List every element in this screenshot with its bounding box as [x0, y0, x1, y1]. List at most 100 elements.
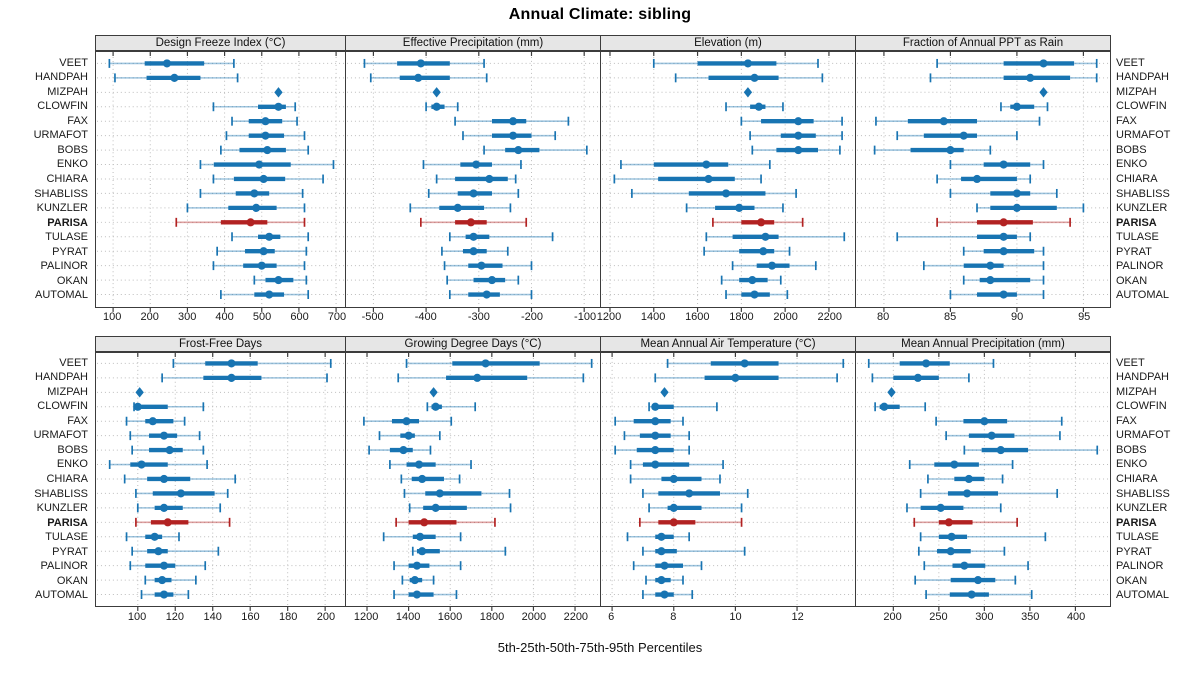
median-dot	[432, 102, 441, 111]
median-dot	[880, 402, 889, 411]
median-dot	[754, 102, 763, 111]
site-label-right-palinor: PALINOR	[1116, 560, 1164, 573]
median-dot	[944, 518, 953, 527]
x-axis-tick-label: 250	[929, 611, 948, 623]
median-dot	[261, 131, 270, 140]
site-label-left-pyrat: PYRAT	[52, 545, 88, 558]
x-axis-tick-label: 500	[252, 311, 272, 323]
strip-effective-precipitation: Effective Precipitation (mm)	[345, 35, 601, 51]
median-dot	[410, 576, 419, 585]
median-dot	[794, 146, 803, 155]
median-dot	[150, 532, 159, 541]
median-dot	[651, 460, 660, 469]
median-dot	[163, 518, 172, 527]
site-label-left-fax: FAX	[67, 414, 88, 427]
median-dot	[651, 417, 660, 426]
site-label-right-handpah: HANDPAH	[1116, 371, 1169, 384]
median-dot	[986, 261, 995, 270]
x-axis-tick-label: 200	[140, 311, 159, 323]
site-label-left-mizpah: MIZPAH	[47, 385, 88, 398]
median-dot	[913, 373, 922, 382]
site-label-right-urmafot: URMAFOT	[1116, 129, 1171, 142]
median-dot	[743, 59, 752, 68]
median-dot	[964, 474, 973, 484]
median-dot	[973, 576, 983, 585]
x-axis-tick-label: -200	[520, 311, 543, 323]
median-dot	[487, 276, 497, 285]
median-dot	[154, 547, 163, 556]
median-dot	[759, 247, 768, 256]
median-dot	[415, 532, 425, 541]
median-dot	[418, 474, 427, 484]
site-label-left-urmafot: URMAFOT	[33, 129, 88, 142]
site-label-left-okan: OKAN	[56, 574, 88, 587]
median-dot	[651, 446, 660, 455]
median-dot	[1012, 203, 1021, 212]
median-dot	[399, 446, 408, 455]
median-dot	[259, 247, 268, 256]
site-label-right-mizpah: MIZPAH	[1116, 85, 1157, 98]
x-axis-tick-label: 2200	[817, 311, 842, 323]
x-axis-tick-label: 600	[290, 311, 309, 323]
median-dot	[950, 460, 959, 469]
median-dot	[469, 189, 478, 198]
single-value-diamond	[1039, 87, 1048, 98]
median-dot	[469, 247, 478, 256]
chart-title: Annual Climate: sibling	[508, 6, 692, 23]
site-label-right-shabliss: SHABLISS	[1116, 187, 1170, 200]
x-axis-tick-label: -300	[467, 311, 490, 323]
median-dot	[1026, 73, 1035, 82]
x-axis-tick-label: 1200	[596, 311, 622, 323]
strip-frost-free-days: Frost-Free Days	[95, 336, 346, 352]
median-dot	[255, 160, 264, 169]
median-dot	[704, 174, 713, 184]
x-axis-tick-label: 350	[1021, 611, 1040, 623]
x-axis-tick-label: 10	[729, 611, 742, 623]
median-dot	[412, 561, 422, 570]
site-label-left-bobs: BOBS	[57, 443, 88, 456]
site-label-left-fax: FAX	[67, 114, 88, 127]
site-label-left-urmafot: URMAFOT	[33, 429, 88, 442]
median-dot	[435, 489, 444, 498]
median-dot	[414, 73, 423, 82]
x-axis-tick-label: 1400	[640, 311, 666, 323]
median-dot	[761, 232, 770, 241]
site-label-right-okan: OKAN	[1116, 274, 1148, 287]
site-label-left-veet: VEET	[59, 56, 88, 69]
median-dot	[227, 359, 236, 368]
median-dot	[412, 590, 422, 599]
x-axis-tick-label: 6	[608, 611, 615, 623]
median-dot	[159, 474, 169, 484]
site-label-left-clowfin: CLOWFIN	[37, 400, 88, 413]
median-dot	[137, 460, 146, 469]
median-dot	[651, 402, 660, 411]
median-dot	[731, 373, 740, 382]
site-label-left-kunzler: KUNZLER	[36, 502, 88, 515]
median-dot	[158, 576, 167, 585]
median-dot	[999, 232, 1008, 241]
median-dot	[250, 189, 259, 198]
median-dot	[669, 503, 678, 512]
median-dot	[165, 446, 174, 455]
median-dot	[651, 431, 660, 440]
strip-fraction-ppt-as-rain: Fraction of Annual PPT as Rain	[855, 35, 1111, 51]
x-axis-tick-label: 200	[883, 611, 902, 623]
site-label-left-parisa: PARISA	[47, 516, 88, 529]
median-dot	[740, 359, 749, 368]
median-dot	[702, 160, 711, 169]
median-dot	[482, 290, 491, 299]
site-label-left-palinor: PALINOR	[40, 560, 88, 573]
median-dot	[996, 446, 1005, 455]
x-axis-tick-label: 180	[279, 611, 298, 623]
median-dot	[514, 146, 523, 155]
x-axis-tick-label: 400	[1066, 611, 1086, 623]
median-dot	[1012, 102, 1021, 111]
median-dot	[162, 59, 172, 68]
median-dot	[657, 532, 666, 541]
strip-mean-annual-precipitation: Mean Annual Precipitation (mm)	[855, 336, 1111, 352]
panel-mean-annual-air-temperature	[600, 352, 856, 611]
panel-effective-precipitation	[345, 51, 601, 312]
site-label-right-veet: VEET	[1116, 56, 1145, 69]
site-label-right-fax: FAX	[1116, 114, 1137, 127]
median-dot	[960, 561, 969, 570]
